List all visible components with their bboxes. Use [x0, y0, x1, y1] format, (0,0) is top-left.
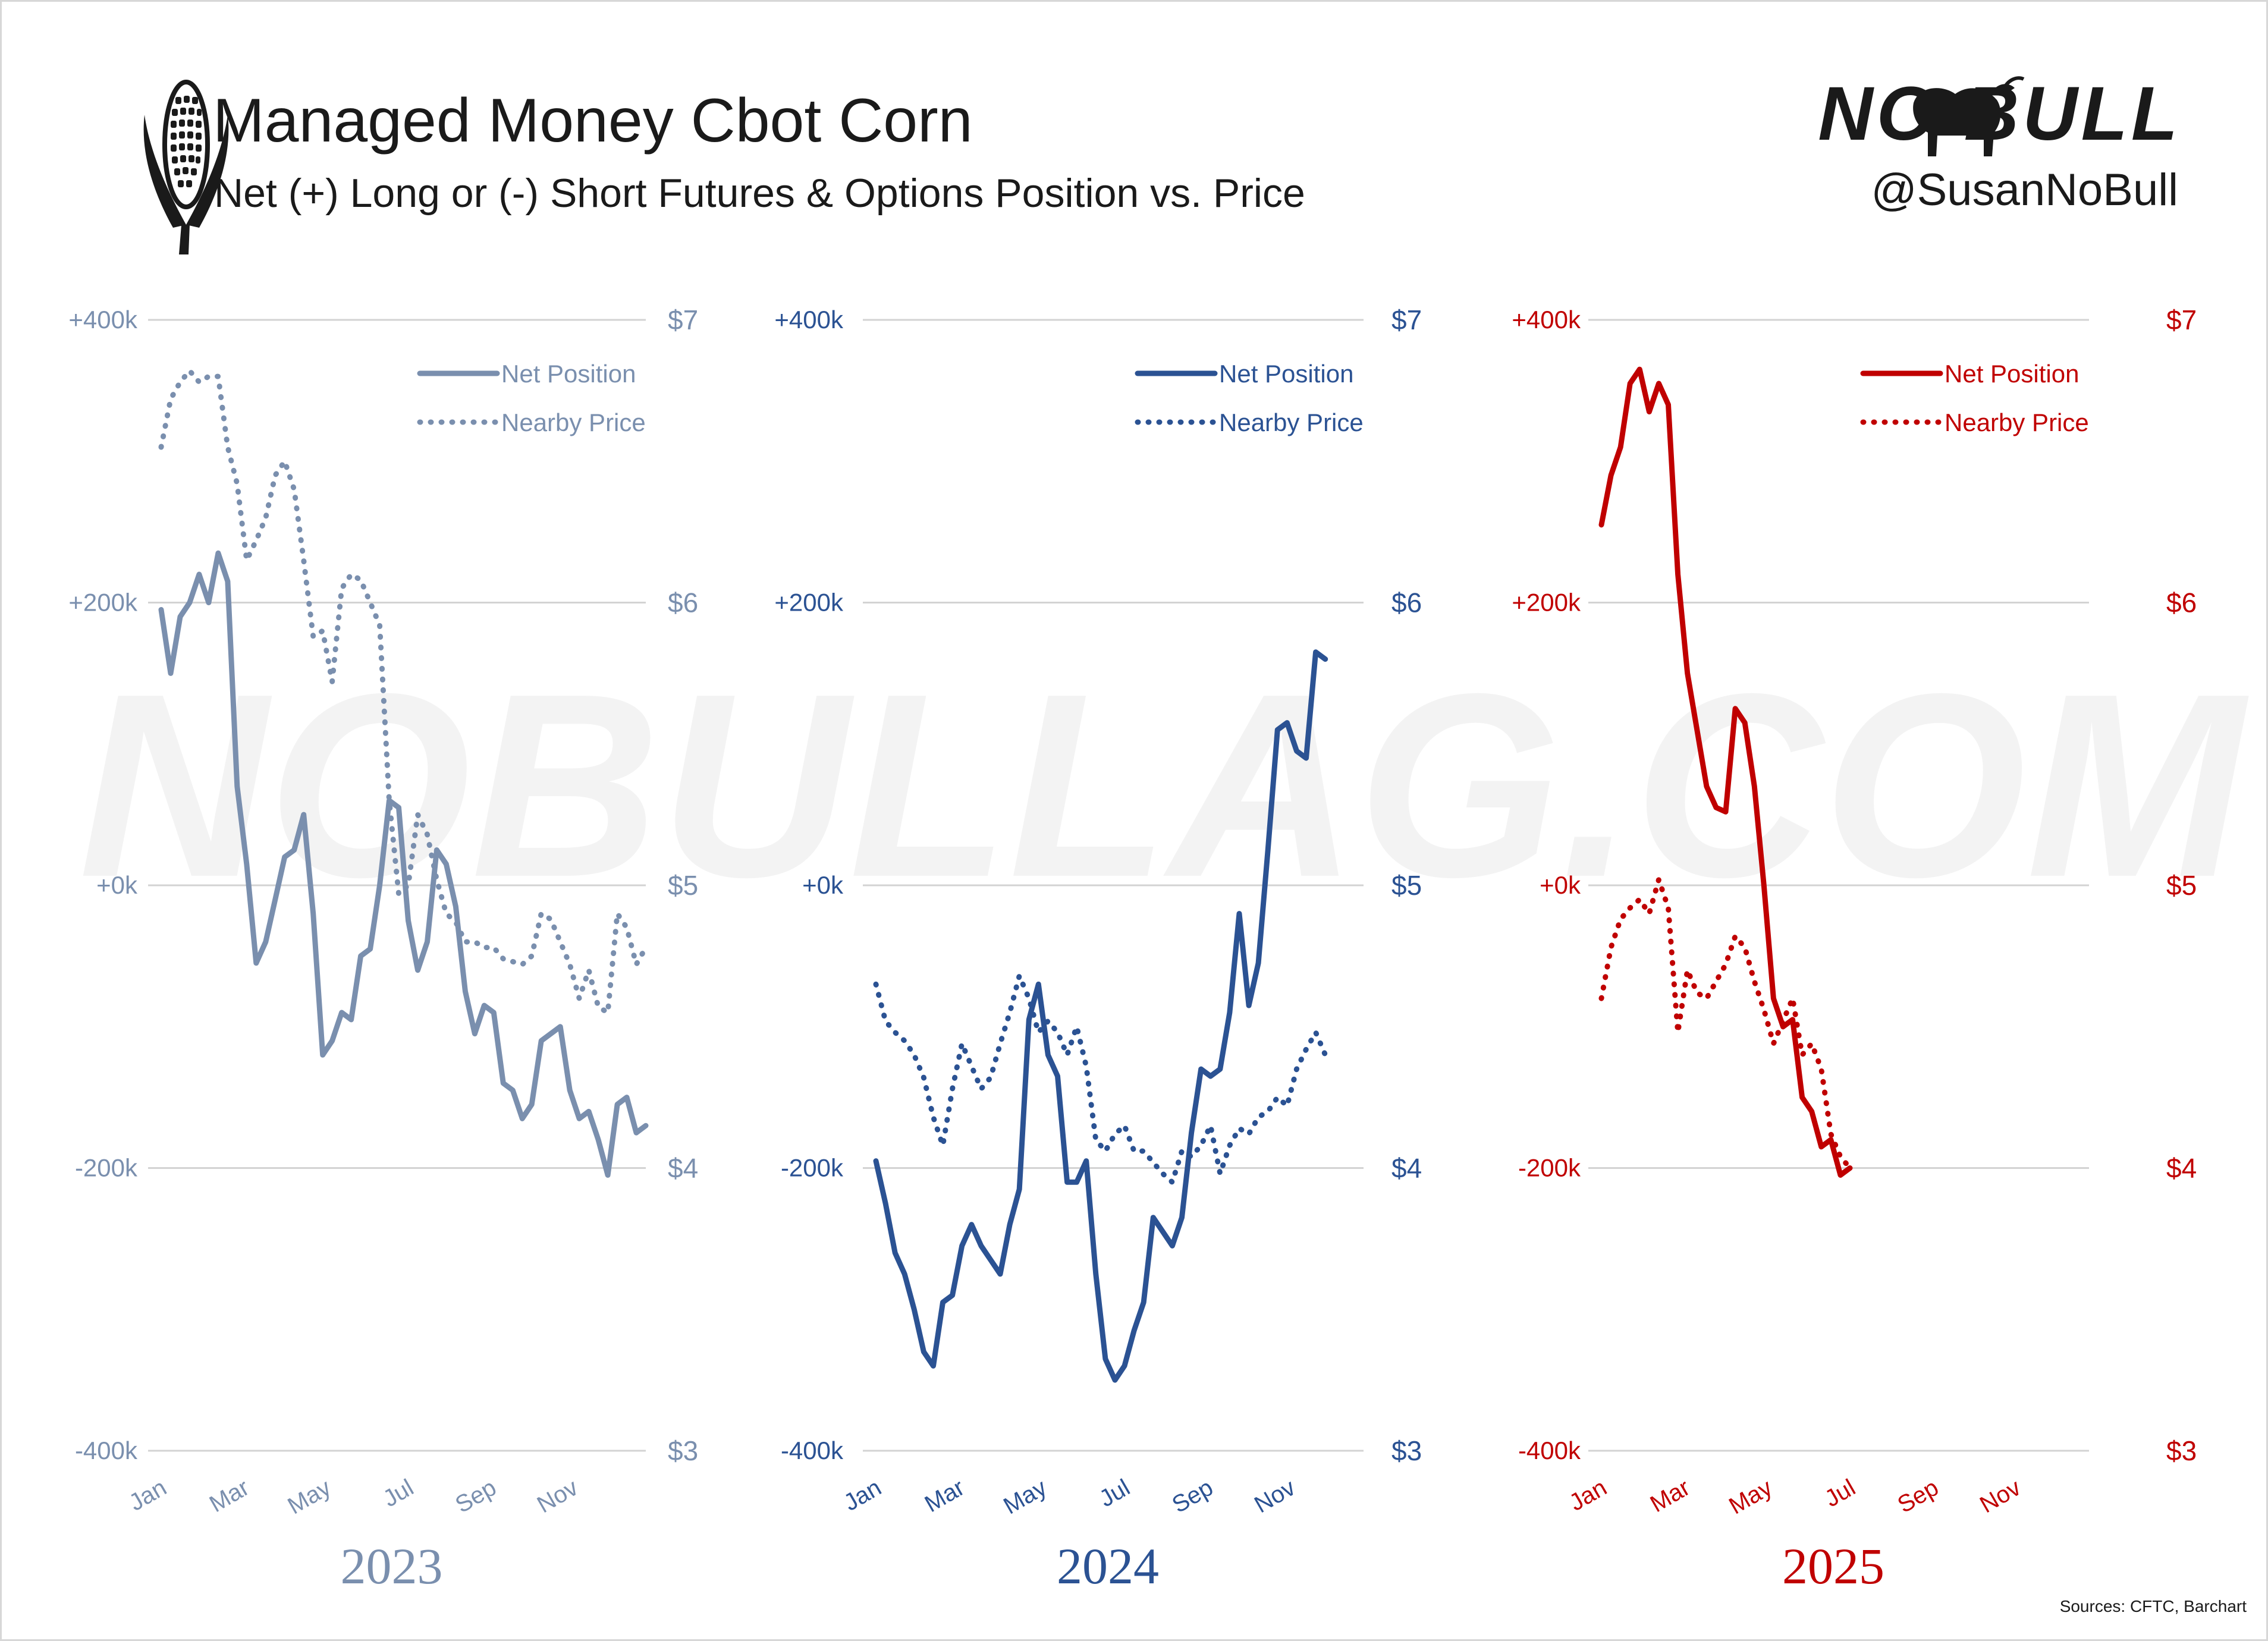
x-axis-tick-label: Jan [125, 1475, 171, 1516]
right-axis-tick-label: $4 [2166, 1153, 2197, 1184]
source-note: Sources: CFTC, Barchart [2060, 1597, 2247, 1615]
right-axis-tick-label: $6 [2166, 587, 2197, 618]
brand-logo: NO BULL @SusanNoBull [1818, 71, 2178, 215]
right-axis-tick-label: $7 [1391, 304, 1422, 335]
left-axis-tick-label: +0k [802, 871, 844, 899]
left-axis-tick-label: +200k [774, 589, 844, 617]
x-axis-tick-label: Sep [1893, 1475, 1943, 1519]
left-axis-tick-label: +400k [774, 306, 844, 334]
right-axis-tick-label: $4 [1391, 1153, 1422, 1184]
legend-label: Net Position [1945, 360, 2079, 388]
x-axis-tick-label: Jul [1095, 1475, 1134, 1513]
right-axis-tick-label: $5 [1391, 870, 1422, 901]
panel-year-label: 2025 [1782, 1538, 1884, 1595]
x-axis-tick-label: Mar [205, 1475, 254, 1518]
right-axis-tick-label: $5 [668, 870, 698, 901]
chart-title: Managed Money Cbot Corn [213, 86, 973, 155]
left-axis-tick-label: +400k [68, 306, 138, 334]
net-position-line [873, 649, 1328, 1383]
x-axis-tick-label: Jul [1820, 1475, 1859, 1513]
x-axis-tick-label: Mar [1646, 1475, 1695, 1518]
left-axis-tick-label: -200k [75, 1154, 138, 1182]
right-axis-tick-label: $3 [668, 1435, 698, 1466]
bull-logo-icon [1913, 76, 2025, 156]
x-axis-tick-label: Jul [379, 1475, 418, 1513]
nearby-price-line [873, 973, 1328, 1185]
left-axis-tick-label: +200k [1512, 589, 1581, 617]
left-axis-tick-label: +200k [68, 589, 138, 617]
legend-label: Net Position [1219, 360, 1353, 388]
right-axis-tick-label: $6 [1391, 587, 1422, 618]
nearby-price-line [1598, 877, 1853, 1171]
x-axis-tick-label: May [999, 1475, 1051, 1520]
left-axis-tick-label: -400k [75, 1436, 138, 1464]
right-axis-tick-label: $5 [2166, 870, 2197, 901]
x-axis-tick-label: May [284, 1475, 335, 1520]
chart-panel-2024: +400k +200k +0k -200k -400k $7 $6 $5 $4 $3 Jan Mar M… [774, 304, 1422, 1595]
watermark: NOBULLAG.COM [78, 640, 2251, 932]
corn-icon [143, 80, 229, 254]
left-axis-tick-label: +0k [1540, 871, 1581, 899]
right-axis-tick-label: $3 [2166, 1435, 2197, 1466]
net-position-line [1598, 366, 1853, 1178]
legend-label: Nearby Price [501, 408, 646, 436]
chart-panels: +400k +200k +0k -200k -400k $7 $6 $5 $4 $3 Jan Mar M… [68, 304, 2197, 1595]
x-axis-tick-label: Nov [1250, 1475, 1300, 1519]
nearby-price-line [158, 368, 649, 1016]
x-axis-tick-label: Jan [1565, 1475, 1612, 1516]
chart-panel-2025: +400k +200k +0k -200k -400k $7 $6 $5 $4 $3 Jan Mar M… [1512, 304, 2197, 1595]
panel-year-label: 2024 [1057, 1538, 1159, 1595]
right-axis-tick-label: $6 [668, 587, 698, 618]
x-axis-tick-label: Nov [1975, 1475, 2025, 1519]
x-axis-tick-label: Mar [921, 1475, 969, 1518]
right-axis-tick-label: $7 [2166, 304, 2197, 335]
legend-label: Net Position [501, 360, 636, 388]
left-axis-tick-label: -400k [781, 1436, 844, 1464]
left-axis-tick-label: +0k [96, 871, 138, 899]
x-axis-tick-label: Jan [840, 1475, 886, 1516]
right-axis-tick-label: $4 [668, 1153, 698, 1184]
net-position-line [158, 550, 649, 1178]
left-axis-tick-label: -200k [781, 1154, 844, 1182]
chart-subtitle: Net (+) Long or (-) Short Futures & Opti… [214, 171, 1305, 216]
x-axis-tick-label: Sep [451, 1475, 501, 1519]
right-axis-tick-label: $7 [668, 304, 698, 335]
x-axis-tick-label: Sep [1168, 1475, 1218, 1519]
x-axis-tick-label: May [1724, 1475, 1776, 1520]
chart-panel-2023: +400k +200k +0k -200k -400k $7 $6 $5 $4 $3 Jan Mar M… [68, 304, 698, 1595]
brand-handle: @SusanNoBull [1871, 165, 2178, 215]
panel-year-label: 2023 [341, 1538, 443, 1595]
legend-label: Nearby Price [1945, 408, 2089, 436]
left-axis-tick-label: -400k [1518, 1436, 1581, 1464]
left-axis-tick-label: -200k [1518, 1154, 1581, 1182]
left-axis-tick-label: +400k [1512, 306, 1581, 334]
x-axis-tick-label: Nov [533, 1475, 583, 1519]
legend-label: Nearby Price [1219, 408, 1364, 436]
right-axis-tick-label: $3 [1391, 1435, 1422, 1466]
